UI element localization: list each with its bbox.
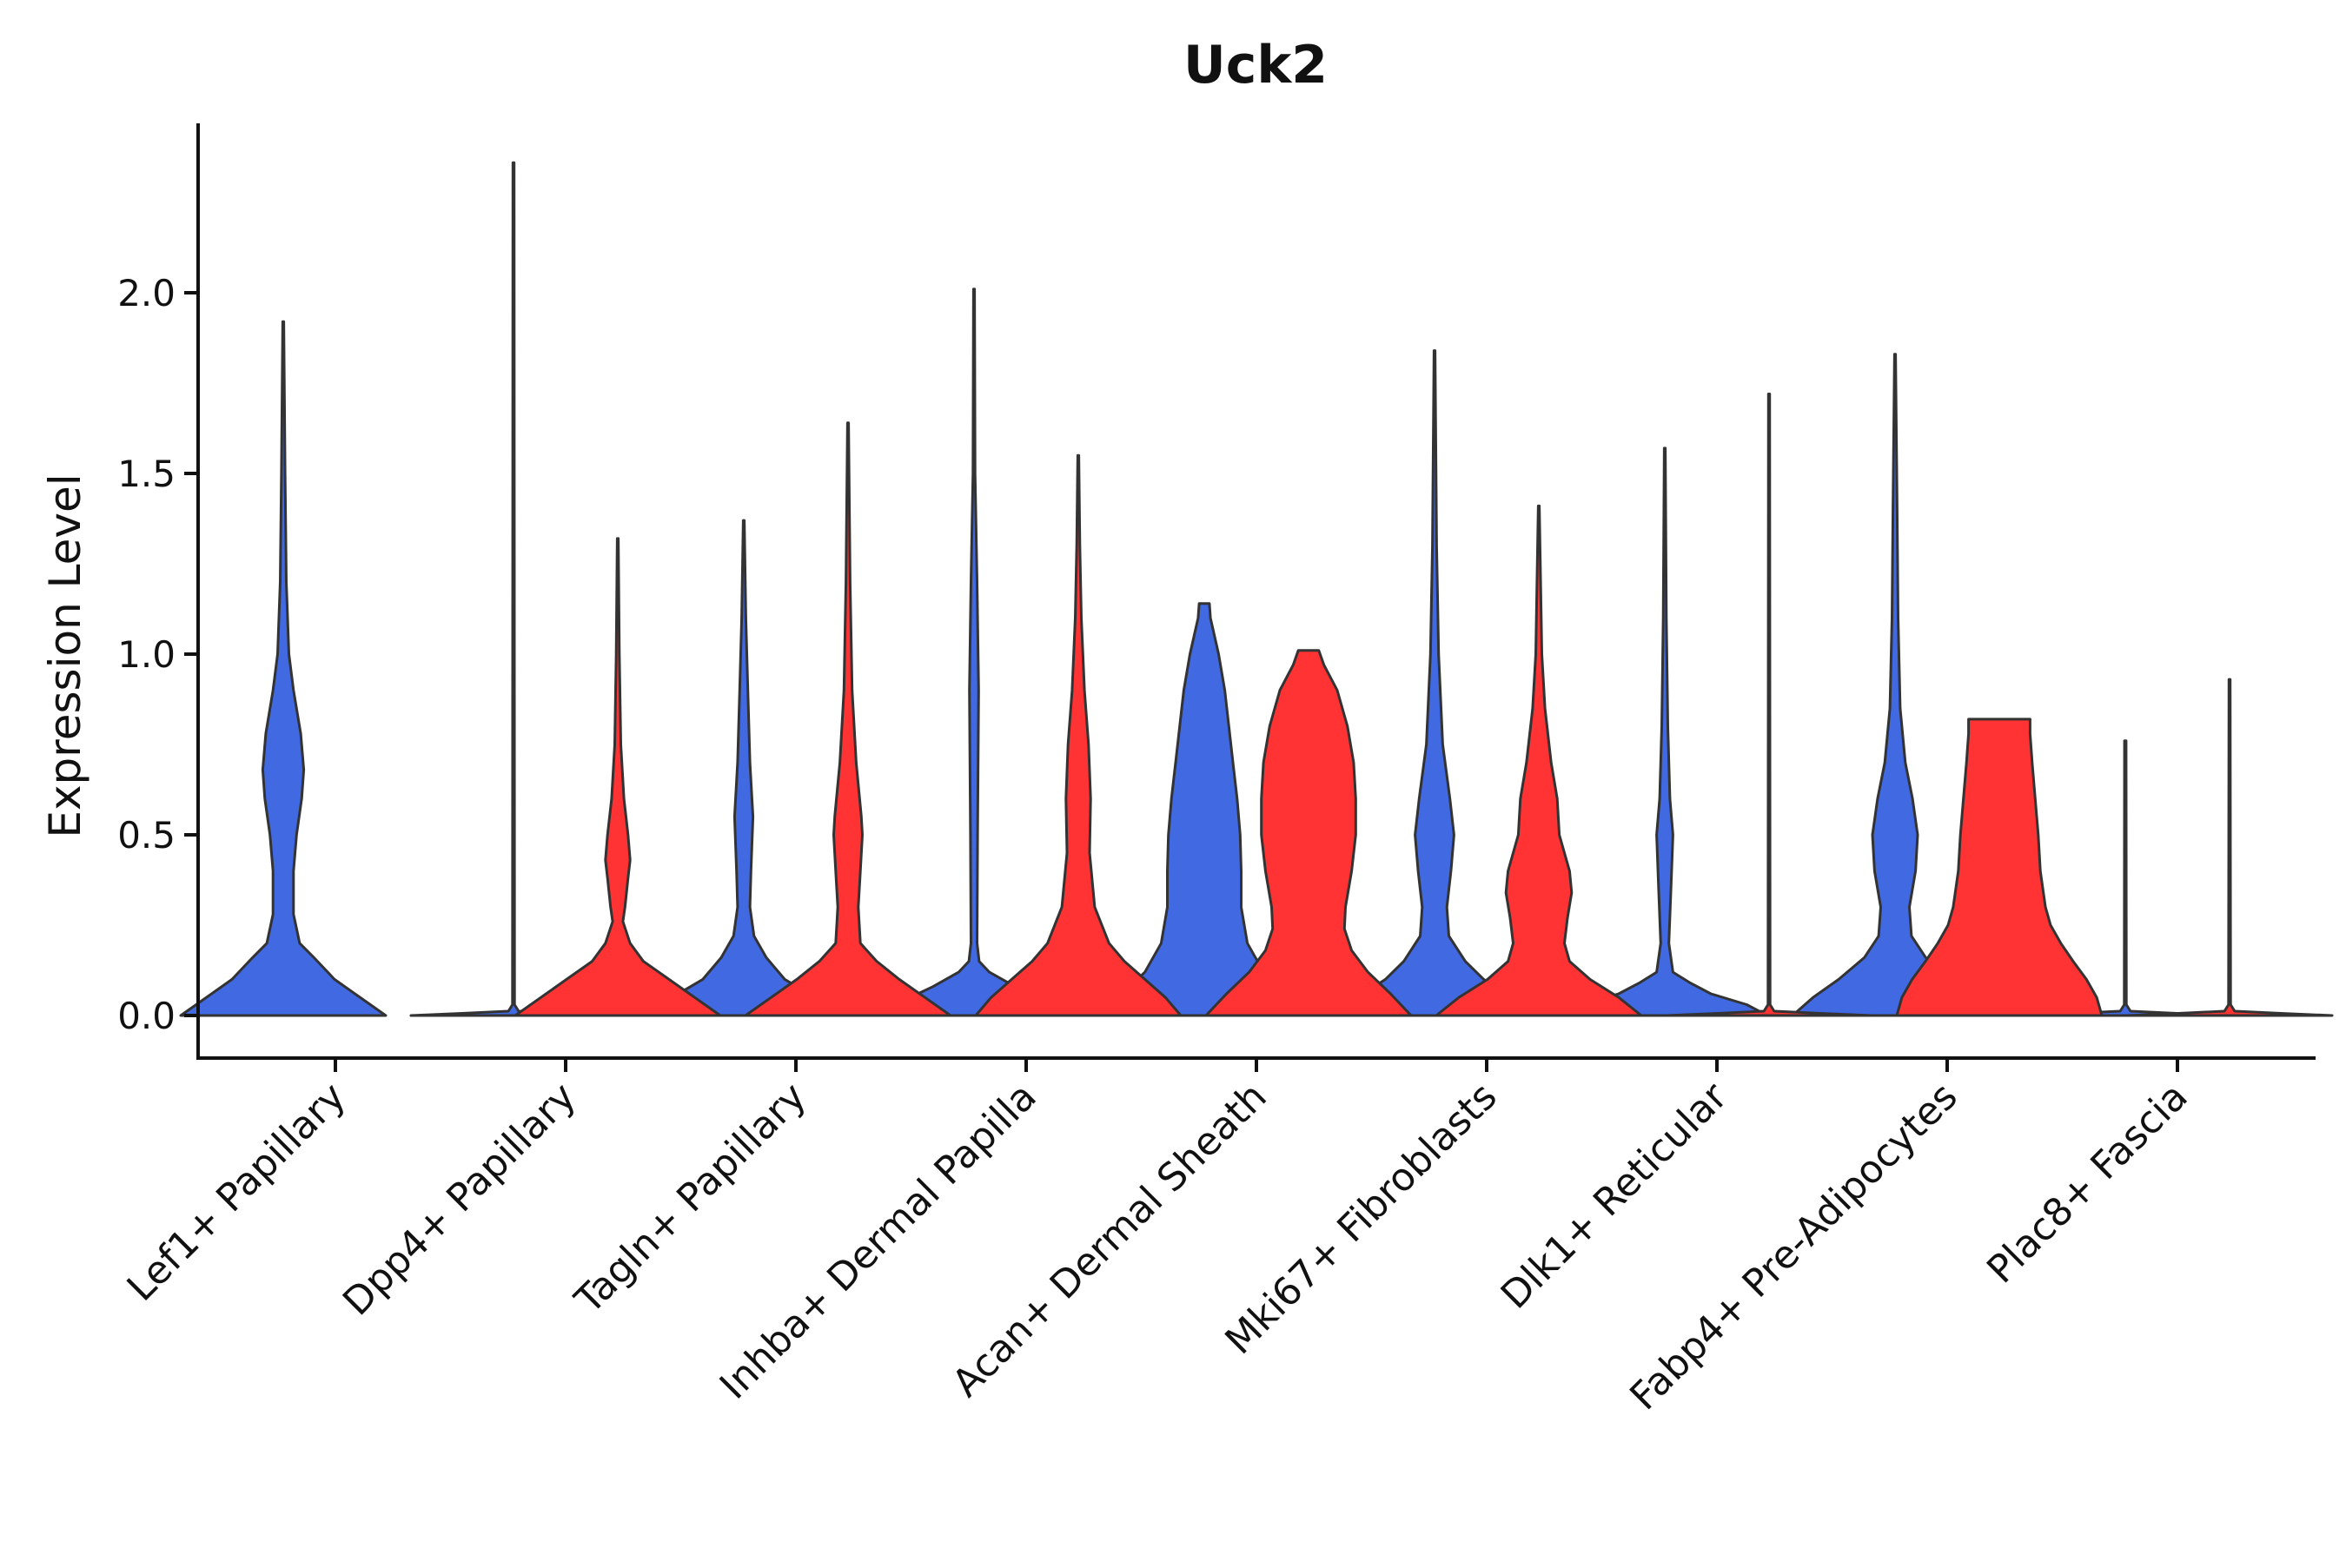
violin-blue-6	[1330, 349, 1539, 1017]
violin-blue-7	[1561, 447, 1769, 1017]
x-tick-label: Dlk1+ Reticular	[1493, 1074, 1737, 1318]
violin-red-5	[1204, 649, 1413, 1017]
violin-red-2	[514, 537, 722, 1017]
violin-red-6	[1435, 504, 1643, 1017]
violin-red-7	[1665, 393, 1873, 1017]
y-tick-label: 0.5	[117, 814, 176, 857]
violin-blue-1	[179, 320, 388, 1017]
violin-blue-5	[1100, 602, 1309, 1017]
violin-red-9	[2125, 678, 2334, 1017]
y-ticks: 0.0 0.5 1.0 1.5 2.0	[117, 272, 198, 1037]
chart-title: Uck2	[1183, 35, 1328, 96]
y-axis-label: Expression Level	[40, 473, 90, 837]
x-tick-label: Plac8+ Fascia	[1978, 1075, 2197, 1293]
violin-red-8	[1895, 718, 2104, 1017]
violin-blue-4	[870, 288, 1078, 1017]
violin-red-4	[974, 453, 1183, 1017]
violin-red-3	[744, 421, 952, 1017]
y-tick-label: 0.0	[117, 995, 176, 1037]
y-tick-label: 1.5	[117, 453, 176, 495]
violin-blue-2	[409, 161, 618, 1017]
x-tick-label: Dpp4+ Papillary	[335, 1075, 585, 1325]
violin-layer	[179, 161, 2334, 1017]
violin-blue-8	[1791, 353, 1999, 1017]
x-tick-label: Tagln+ Papillary	[567, 1075, 815, 1323]
y-tick-label: 2.0	[117, 272, 176, 314]
x-tick-label: Lef1+ Papillary	[119, 1075, 355, 1310]
violin-blue-3	[640, 519, 848, 1017]
y-tick-label: 1.0	[117, 633, 176, 676]
